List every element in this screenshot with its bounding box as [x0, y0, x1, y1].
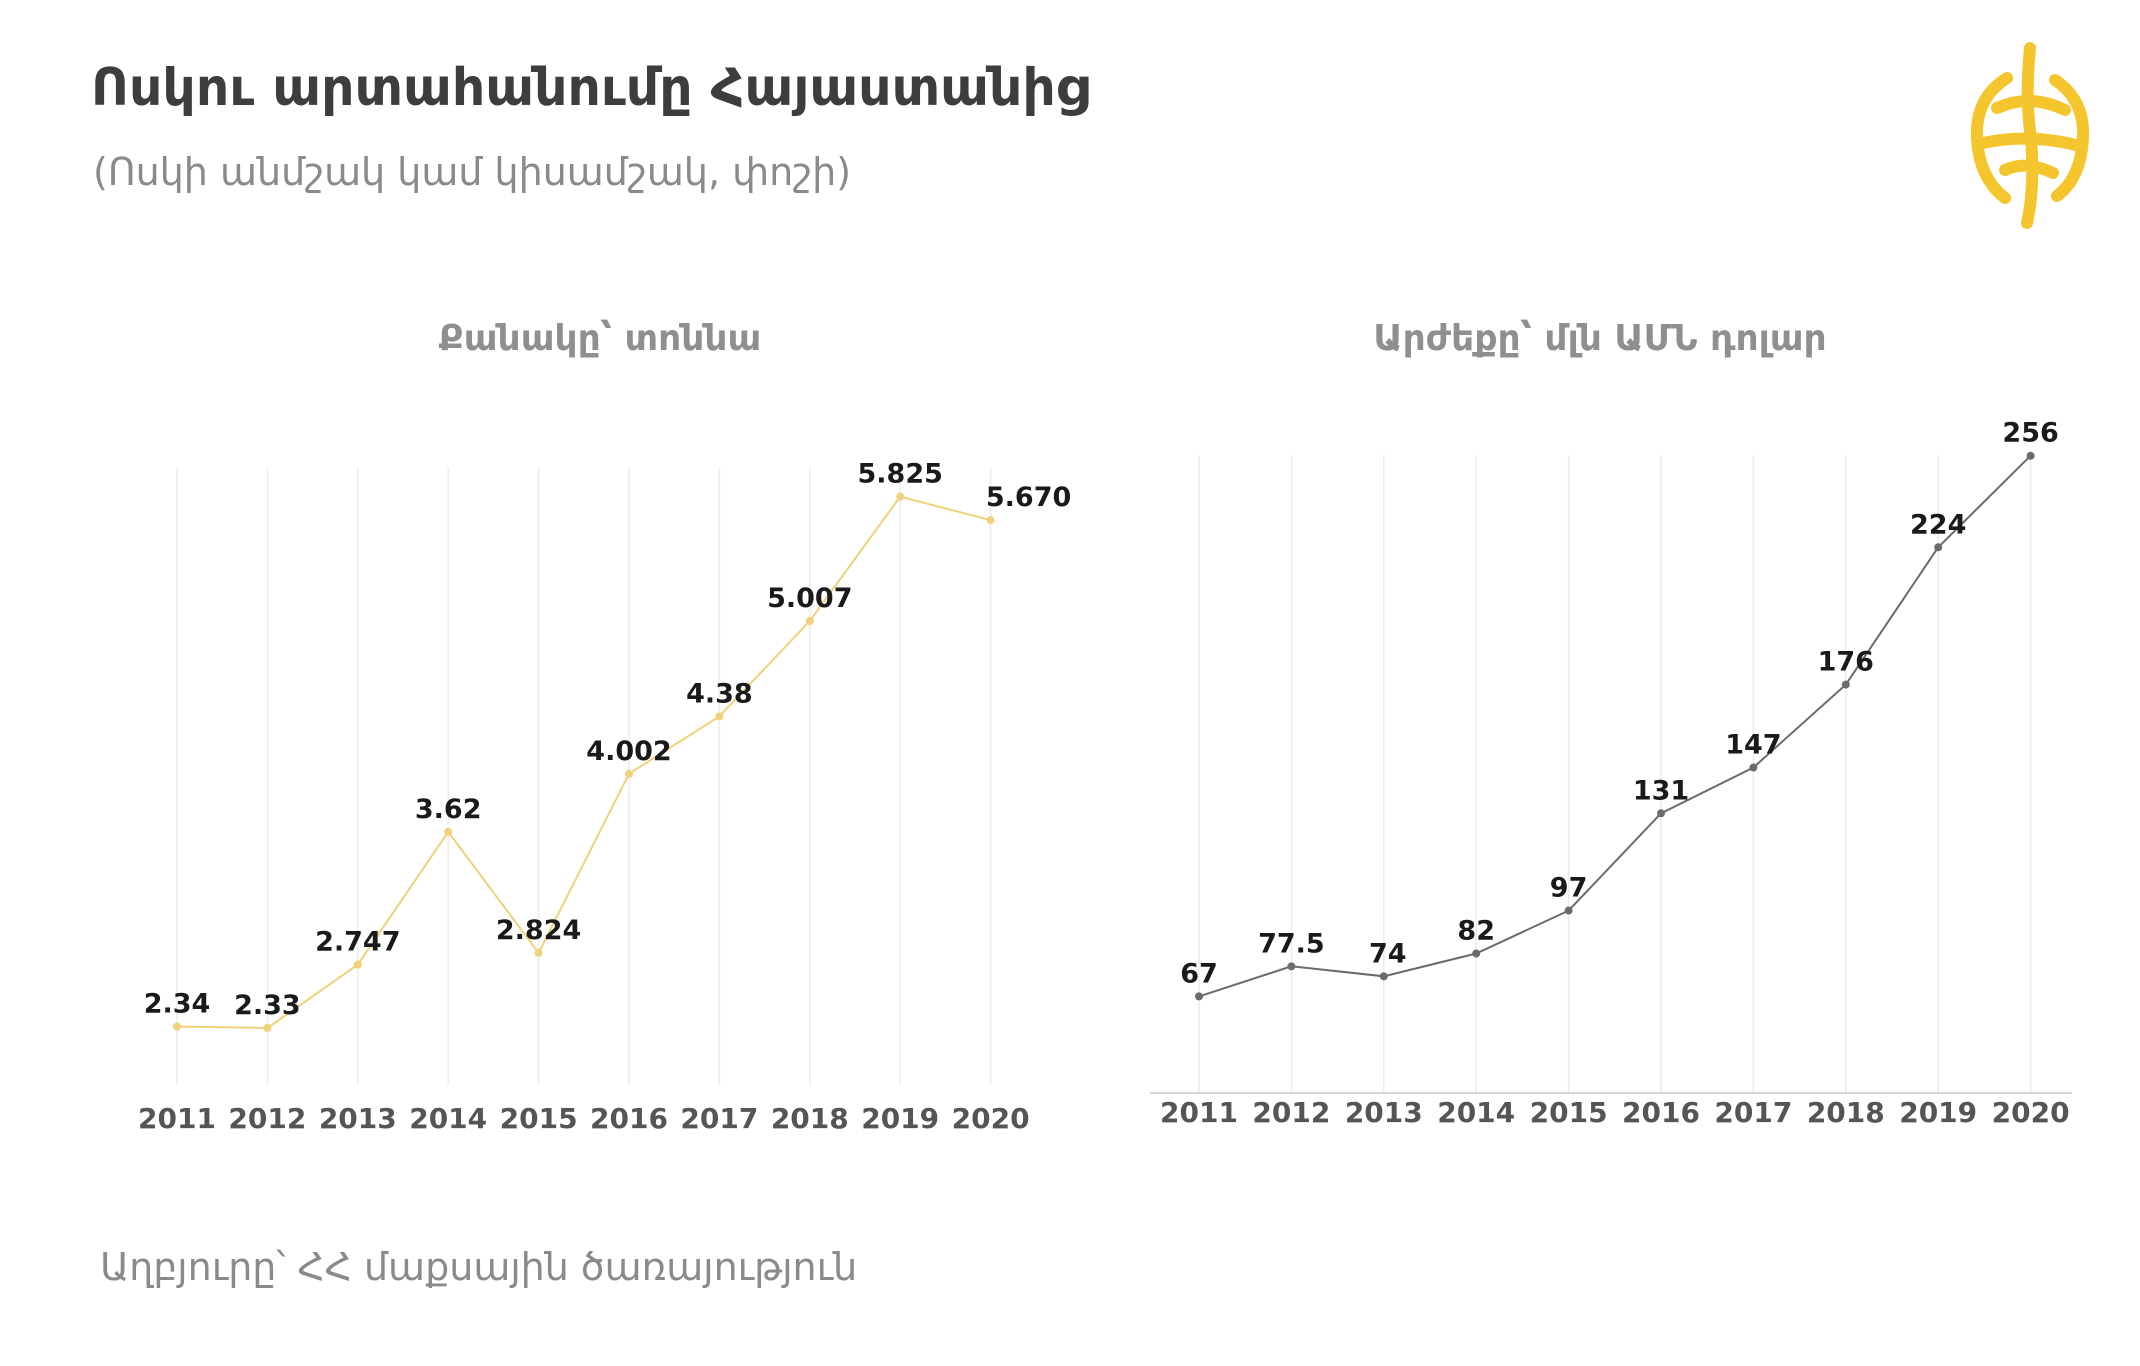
data-label-2015: 97: [1550, 873, 1588, 904]
series-line: [1198, 454, 2032, 998]
data-point-2019: [1934, 543, 1943, 552]
data-point-2017: [1749, 763, 1758, 772]
x-tick-2015: 2015: [500, 1102, 578, 1135]
page-subtitle: (Ոսկի անմշակ կամ կիսամշակ, փոշի): [93, 150, 852, 194]
x-tick-2016: 2016: [590, 1102, 668, 1135]
data-point-2013: [1379, 972, 1388, 981]
x-tick-2018: 2018: [771, 1102, 849, 1135]
data-point-2013: [353, 960, 362, 969]
data-label-2017: 4.38: [686, 678, 753, 709]
x-tick-2013: 2013: [1345, 1096, 1423, 1129]
x-tick-2017: 2017: [1714, 1096, 1792, 1129]
data-point-2016: [625, 769, 633, 778]
data-label-2018: 176: [1818, 647, 1874, 678]
data-label-2011: 2.34: [144, 989, 211, 1020]
data-label-2016: 131: [1633, 775, 1689, 806]
x-tick-2020: 2020: [952, 1102, 1030, 1135]
x-tick-2012: 2012: [1252, 1096, 1330, 1129]
x-tick-2020: 2020: [1992, 1096, 2070, 1129]
data-label-2019: 224: [1910, 509, 1966, 540]
data-point-2016: [1657, 809, 1665, 818]
chart-title: Արժեքը՝ մլն ԱՄՆ դոլար: [1373, 318, 1826, 359]
data-label-2019: 5.825: [857, 459, 942, 490]
x-tick-2012: 2012: [228, 1102, 306, 1135]
data-label-2020: 5.670: [986, 482, 1071, 513]
series-line: [176, 495, 991, 1030]
x-tick-2014: 2014: [409, 1102, 487, 1135]
x-tick-2011: 2011: [138, 1102, 216, 1135]
data-label-2013: 2.747: [315, 927, 400, 958]
data-point-2019: [896, 492, 905, 501]
x-tick-2011: 2011: [1160, 1096, 1238, 1129]
data-label-2018: 5.007: [767, 583, 852, 614]
chart-title: Քանակը՝ տոննա: [439, 318, 762, 359]
data-point-2017: [715, 712, 724, 721]
data-point-2014: [444, 827, 453, 836]
data-point-2014: [1472, 949, 1481, 958]
x-tick-2014: 2014: [1437, 1096, 1515, 1129]
x-tick-2013: 2013: [319, 1102, 397, 1135]
data-label-2014: 82: [1457, 915, 1495, 946]
data-point-2020: [986, 516, 995, 525]
data-label-2015: 2.824: [496, 915, 581, 946]
source-note: Աղբյուրը՝ ՀՀ մաքսային ծառայություն: [100, 1245, 858, 1289]
x-tick-2019: 2019: [1899, 1096, 1977, 1129]
golden-globe-logo-icon: [1970, 42, 2090, 229]
x-tick-2016: 2016: [1622, 1096, 1700, 1129]
data-point-2015: [1564, 906, 1573, 915]
data-label-2012: 2.33: [234, 990, 301, 1021]
x-tick-2017: 2017: [680, 1102, 758, 1135]
data-label-2013: 74: [1369, 938, 1407, 969]
data-point-2011: [1195, 992, 1203, 1001]
data-point-2018: [1841, 680, 1850, 689]
data-label-2014: 3.62: [415, 794, 482, 825]
page-title: Ոսկու արտահանումը Հայաստանից: [91, 58, 1090, 118]
data-point-2020: [2026, 451, 2035, 460]
data-label-2012: 77.5: [1258, 928, 1325, 959]
data-label-2020: 256: [2002, 418, 2058, 449]
data-label-2016: 4.002: [586, 736, 671, 767]
data-point-2012: [263, 1024, 272, 1033]
data-point-2018: [805, 616, 814, 625]
data-label-2017: 147: [1725, 730, 1781, 761]
data-label-2011: 67: [1180, 958, 1218, 989]
x-tick-2019: 2019: [861, 1102, 939, 1135]
x-tick-2015: 2015: [1530, 1096, 1608, 1129]
data-point-2011: [173, 1022, 181, 1031]
x-tick-2018: 2018: [1807, 1096, 1885, 1129]
data-point-2012: [1287, 962, 1296, 971]
data-point-2015: [534, 948, 543, 957]
